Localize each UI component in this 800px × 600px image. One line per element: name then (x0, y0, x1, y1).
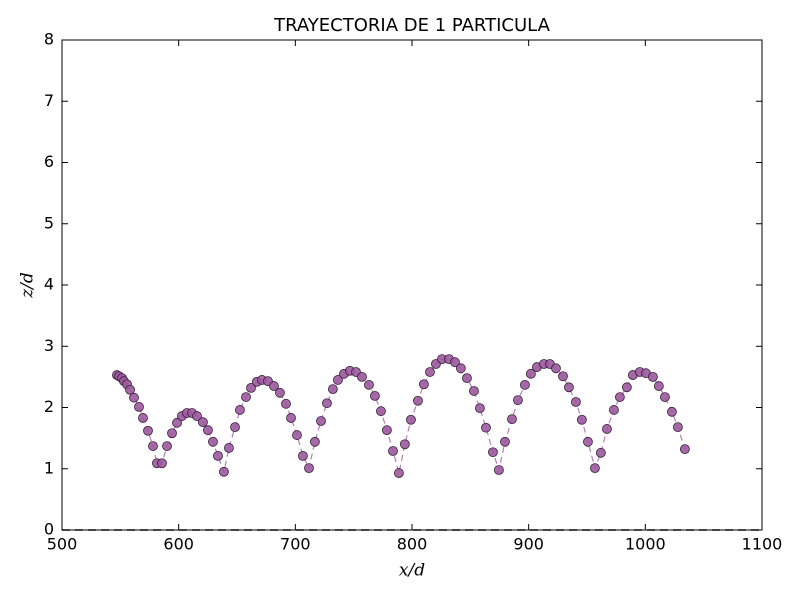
point (520, 379, 530, 390)
point (595, 447, 606, 458)
point (213, 450, 223, 461)
point (500, 436, 510, 447)
point (609, 405, 619, 415)
point (275, 387, 285, 398)
chart-title: TRAYECTORIA DE 1 PARTICULA (273, 15, 550, 36)
point (162, 441, 172, 451)
point (469, 386, 479, 396)
point (413, 395, 423, 406)
point (269, 381, 279, 391)
point (455, 363, 466, 374)
point (203, 425, 213, 436)
point (399, 439, 410, 450)
trajectory-line (116, 358, 686, 474)
y-tick-label: 6 (44, 152, 54, 171)
point (224, 443, 234, 453)
point (235, 405, 245, 415)
point (425, 367, 435, 377)
point (564, 382, 574, 393)
point (281, 398, 291, 409)
y-tick-label: 0 (44, 520, 54, 539)
point (590, 463, 600, 474)
point (364, 379, 374, 390)
point (583, 436, 593, 447)
y-tick-label: 4 (44, 275, 54, 294)
point (418, 379, 429, 390)
y-tick-label: 7 (44, 91, 54, 110)
point (679, 444, 690, 455)
point (246, 382, 256, 393)
point (310, 436, 320, 447)
point (304, 463, 314, 474)
point (488, 447, 498, 458)
point (602, 424, 612, 434)
point (660, 392, 670, 402)
point (292, 430, 302, 440)
point (129, 392, 139, 403)
point (198, 417, 208, 428)
point (672, 422, 683, 433)
point (241, 392, 251, 402)
point (230, 422, 240, 433)
point (615, 392, 625, 402)
point (462, 373, 472, 384)
point (298, 450, 308, 461)
point (125, 384, 135, 395)
y-tick-label: 8 (44, 30, 54, 49)
point (327, 384, 338, 395)
point (388, 446, 398, 456)
x-tick-label: 500 (47, 535, 78, 554)
point (157, 458, 167, 469)
point (558, 371, 568, 382)
x-tick-label: 800 (397, 535, 428, 554)
plot-frame (61, 39, 763, 531)
point (525, 368, 536, 379)
point (382, 425, 392, 436)
point (551, 363, 561, 374)
point (406, 414, 416, 425)
point (622, 382, 632, 393)
point (576, 414, 587, 425)
point (322, 398, 332, 409)
point (172, 417, 182, 428)
point (648, 371, 658, 382)
point (474, 403, 485, 414)
point (513, 395, 523, 406)
y-tick-label: 2 (44, 397, 54, 416)
point (208, 436, 218, 447)
point (192, 411, 202, 421)
y-tick-label: 5 (44, 213, 54, 232)
x-tick-label: 1100 (742, 535, 783, 554)
point (376, 406, 386, 417)
x-tick-label: 600 (163, 535, 194, 554)
point (167, 428, 177, 439)
point (134, 401, 144, 412)
y-tick-label: 3 (44, 336, 54, 355)
point (653, 381, 664, 391)
point (494, 465, 504, 475)
y-axis-label: z/d (18, 272, 38, 299)
point (357, 371, 367, 382)
point (316, 416, 326, 426)
point (138, 413, 148, 423)
point (286, 413, 296, 423)
point (369, 390, 380, 401)
y-tick-label: 1 (44, 458, 54, 477)
x-tick-label: 700 (280, 535, 311, 554)
point (394, 468, 404, 478)
point (143, 425, 153, 436)
x-axis-label: x/d (399, 561, 425, 581)
point (450, 357, 460, 368)
point (481, 422, 491, 433)
point (507, 414, 517, 425)
x-tick-label: 1000 (625, 535, 666, 554)
x-tick-label: 900 (513, 535, 544, 554)
point (333, 375, 343, 385)
point (667, 406, 677, 417)
point (571, 397, 581, 407)
point (219, 466, 229, 477)
point (148, 441, 158, 451)
